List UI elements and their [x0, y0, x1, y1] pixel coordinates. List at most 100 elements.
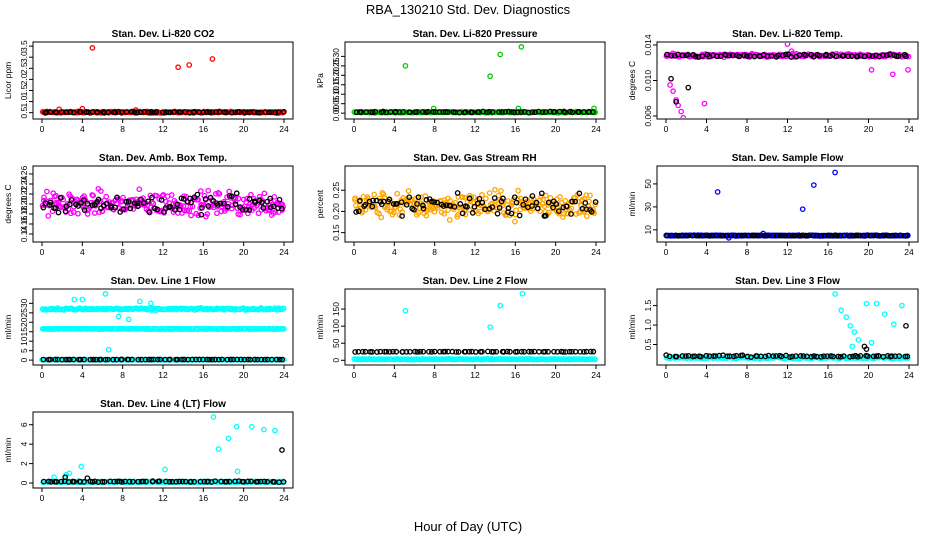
data-point	[832, 169, 838, 176]
data-point	[255, 210, 262, 217]
data-point	[551, 348, 557, 355]
data-point	[451, 204, 458, 210]
y-tick-label: 30	[643, 202, 653, 212]
x-tick-label: 4	[392, 247, 397, 257]
data-point	[280, 305, 287, 312]
data-point	[261, 478, 268, 485]
data-point	[754, 232, 761, 239]
y-tick-label: 5	[19, 348, 29, 353]
data-point	[224, 203, 231, 210]
data-point	[818, 232, 825, 239]
data-point	[195, 196, 201, 203]
data-point	[167, 356, 173, 363]
data-point	[219, 356, 225, 363]
data-point	[556, 208, 562, 214]
data-point	[412, 348, 418, 355]
data-point	[276, 356, 283, 363]
data-point	[131, 200, 138, 207]
data-marks	[663, 169, 911, 241]
data-point	[764, 232, 770, 239]
data-point	[494, 210, 501, 217]
data-point	[461, 194, 468, 201]
x-tick-label: 20	[864, 247, 874, 257]
data-point	[57, 306, 64, 313]
data-point	[403, 349, 410, 355]
data-point	[89, 202, 96, 209]
y-tick-label: 0.22	[19, 185, 29, 202]
data-point	[130, 478, 136, 485]
data-point	[255, 109, 261, 116]
data-point	[840, 353, 847, 359]
x-tick-label: 24	[591, 247, 601, 257]
data-point	[696, 232, 703, 239]
data-point	[156, 478, 163, 485]
data-point	[103, 193, 110, 200]
data-point	[246, 196, 253, 202]
data-point	[420, 348, 427, 355]
data-point	[482, 195, 489, 202]
data-point	[883, 232, 889, 239]
data-point	[835, 353, 842, 360]
data-marks	[351, 290, 598, 363]
data-point	[560, 214, 566, 220]
data-point	[351, 109, 358, 115]
data-point	[462, 348, 469, 355]
data-point	[238, 356, 244, 363]
data-point	[117, 209, 124, 215]
data-point	[581, 348, 587, 355]
x-tick-label: 8	[120, 247, 125, 257]
x-tick-label: 16	[511, 247, 521, 257]
data-point	[425, 108, 431, 115]
data-point	[356, 208, 362, 215]
data-point	[847, 322, 854, 329]
data-point	[518, 44, 525, 50]
data-point	[851, 329, 858, 335]
data-point	[543, 192, 549, 199]
x-tick-label: 16	[199, 124, 209, 134]
data-point	[115, 109, 122, 115]
panel-title: Stan. Dev. Amb. Box Temp.	[99, 153, 227, 164]
data-point	[843, 314, 850, 321]
data-point	[78, 463, 85, 470]
data-point	[261, 190, 268, 197]
data-point	[209, 356, 216, 363]
data-point	[251, 109, 258, 115]
data-point	[905, 67, 911, 73]
data-point	[802, 52, 809, 59]
data-point	[276, 196, 283, 203]
x-tick-label: 24	[279, 493, 289, 503]
data-point	[81, 356, 87, 363]
y-tick-label: 0.5	[19, 106, 29, 118]
data-point	[206, 109, 213, 116]
x-tick-label: 12	[783, 370, 793, 380]
y-axis-label: degrees C	[3, 184, 13, 223]
data-point	[493, 348, 500, 355]
data-point	[83, 109, 90, 116]
y-tick-label: 3.0	[19, 51, 29, 63]
x-tick-label: 24	[591, 370, 601, 380]
y-tick-label: 0.14	[19, 225, 29, 242]
data-point	[545, 348, 551, 355]
panel-title: Stan. Dev. Li-820 CO2	[112, 29, 215, 40]
y-tick-label: 10	[19, 336, 29, 346]
data-point	[701, 100, 708, 107]
data-point	[62, 208, 69, 215]
data-point	[378, 214, 385, 221]
x-tick-label: 24	[904, 124, 914, 134]
data-point	[667, 82, 673, 88]
data-point	[563, 203, 570, 210]
data-point	[487, 324, 493, 331]
data-point	[902, 232, 909, 239]
data-point	[864, 353, 871, 360]
data-point	[129, 356, 135, 363]
data-point	[857, 353, 864, 359]
data-point	[489, 109, 496, 115]
data-point	[53, 109, 60, 116]
data-point	[568, 205, 575, 212]
data-point	[81, 207, 88, 213]
x-tick-label: 4	[80, 493, 85, 503]
data-point	[275, 109, 282, 115]
data-point	[431, 348, 438, 355]
data-point	[896, 353, 903, 359]
